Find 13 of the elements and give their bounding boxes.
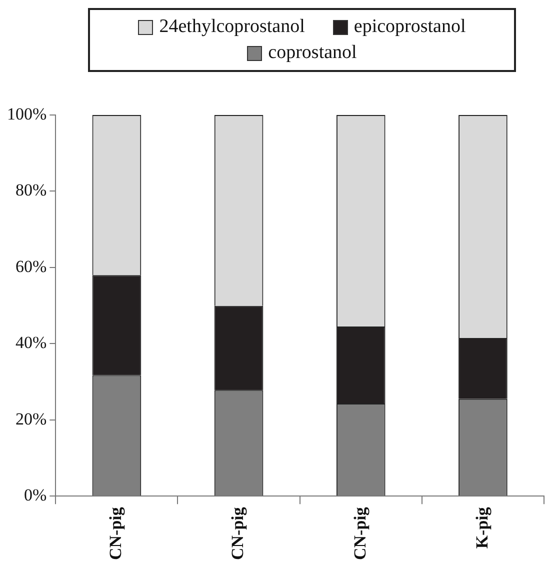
legend-label: 24ethylcoprostanol bbox=[159, 16, 305, 38]
legend-label: coprostanol bbox=[268, 42, 357, 64]
y-tick-label: 100% bbox=[6, 104, 47, 124]
x-tick-label: CN-pig bbox=[106, 506, 126, 560]
x-tick-label: K-pig bbox=[472, 506, 492, 549]
legend-label: epicoprostanol bbox=[354, 16, 466, 38]
y-tick-label: 60% bbox=[15, 256, 47, 276]
y-tick-label: 0% bbox=[24, 486, 47, 505]
y-tick-label: 40% bbox=[15, 333, 47, 352]
y-tick-label: 20% bbox=[15, 409, 47, 428]
y-tick-label: 80% bbox=[15, 180, 47, 200]
x-tick-label: CN-pig bbox=[350, 506, 370, 560]
x-tick-label: CN-pig bbox=[228, 506, 248, 560]
